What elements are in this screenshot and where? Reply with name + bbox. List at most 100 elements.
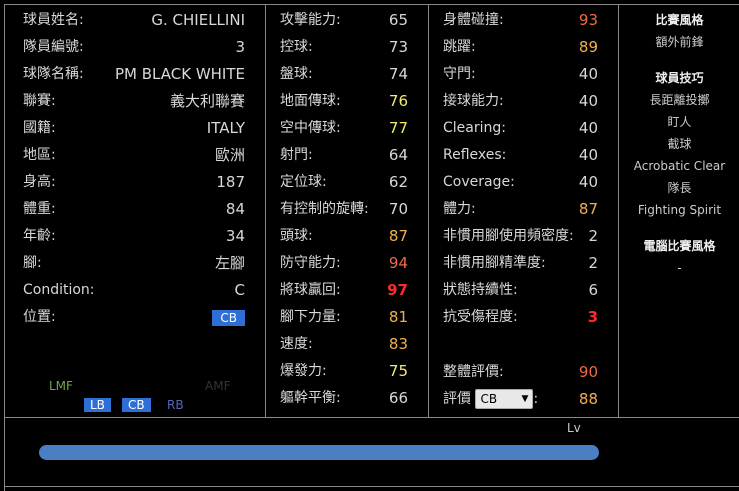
divider [5, 486, 739, 487]
stat-value: 70 [388, 200, 408, 218]
stat-row: 軀幹平衡: 66 [266, 385, 428, 412]
stat-value: G. CHIELLINI [151, 11, 245, 29]
stat-row: 抗受傷程度: 3 [429, 304, 618, 331]
stat-label: 速度: [280, 336, 313, 352]
stat-value: 3 [235, 38, 245, 56]
stat-value: 84 [225, 200, 245, 218]
stat-row: 體重: 84 [5, 196, 265, 223]
stat-row: 定位球: 62 [266, 169, 428, 196]
stat-value: 62 [388, 173, 408, 191]
stat-label: 頭球: [280, 228, 313, 244]
playing-style: 額外前鋒 [655, 35, 704, 49]
stat-label: 身體碰撞: [443, 12, 504, 28]
stat-value: 34 [225, 227, 245, 245]
position-select[interactable]: CB ▼ [475, 389, 534, 409]
overall-label: 整體評價: [443, 364, 504, 380]
stat-value: 2 [588, 254, 598, 272]
stat-row: 球隊名稱: PM BLACK WHITE [5, 61, 265, 88]
stat-label: 抗受傷程度: [443, 309, 518, 325]
player-card: 球員姓名: G. CHIELLINI 隊員編號: 3 球隊名稱: PM BLACK WHI… [4, 4, 739, 491]
stat-label: 防守能力: [280, 255, 341, 271]
stat-value: 77 [388, 119, 408, 137]
stat-value: 89 [578, 38, 598, 56]
stat-row: 地區: 歐洲 [5, 142, 265, 169]
stat-row: 腳下力量: 81 [266, 304, 428, 331]
stat-value: 2 [588, 227, 598, 245]
stat-label: 腳: [23, 255, 42, 271]
stat-value: 97 [387, 281, 408, 299]
stat-value: 40 [578, 65, 598, 83]
stat-label: 跳躍: [443, 39, 476, 55]
rating-value: 88 [578, 390, 598, 408]
level-label: Lv [567, 421, 581, 435]
stat-row: 攻擊能力: 65 [266, 7, 428, 34]
stat-label: 位置: [23, 309, 56, 325]
stat-row: 體力: 87 [429, 196, 618, 223]
stat-row: 國籍: ITALY [5, 115, 265, 142]
stat-row: 守門: 40 [429, 61, 618, 88]
stat-label: 接球能力: [443, 93, 504, 109]
stat-row: 將球贏回: 97 [266, 277, 428, 304]
stat-value: 81 [388, 308, 408, 326]
playstyle-column: 比賽風格 額外前鋒 球員技巧 長距離投擲 盯人 截球 Acrobatic Clear 隊… [619, 5, 739, 417]
position-select-value: CB [480, 392, 498, 406]
attributes-column-1: 攻擊能力: 65 控球: 73 盤球: 74 地面傳球: 76 空中傳球: 77 射門: 64 定位球:… [266, 5, 429, 417]
stat-row: 防守能力: 94 [266, 250, 428, 277]
stat-row: 空中傳球: 77 [266, 115, 428, 142]
stat-label: 空中傳球: [280, 120, 341, 136]
stat-label: Condition: [23, 282, 95, 298]
stat-value: 83 [388, 335, 408, 353]
stat-value: 73 [388, 38, 408, 56]
stat-value: 187 [216, 173, 245, 191]
skill-item: 隊長 [667, 181, 692, 195]
stat-label: 隊員編號: [23, 39, 84, 55]
position-cb: CB [122, 398, 151, 412]
stat-row: Reflexes: 40 [429, 142, 618, 169]
stat-label: 年齡: [23, 228, 56, 244]
rating-label: 評價 [443, 391, 471, 407]
attributes-column-2: 整體評價: 90 評價 CB ▼: 88 身體碰撞: 93 跳躍: 89 守門: 40 接球能… [429, 5, 619, 417]
stat-value: ITALY [206, 119, 245, 137]
skill-item: 長距離投擲 [649, 93, 710, 107]
stat-row: 頭球: 87 [266, 223, 428, 250]
stat-value: 6 [588, 281, 598, 299]
overall-rating-row: 整體評價: 90 [429, 359, 618, 386]
skill-item: Acrobatic Clear [633, 159, 726, 173]
stat-label: 聯賽: [23, 93, 56, 109]
stat-value: 64 [388, 146, 408, 164]
stat-row: 速度: 83 [266, 331, 428, 358]
stat-label: 國籍: [23, 120, 56, 136]
stat-value: 66 [388, 389, 408, 407]
stat-row: 非慣用腳精準度: 2 [429, 250, 618, 277]
stat-row: 射門: 64 [266, 142, 428, 169]
position-amf: AMF [205, 379, 231, 393]
stat-label: Reflexes: [443, 147, 507, 163]
stat-label: 狀態持續性: [443, 282, 518, 298]
stat-label: Coverage: [443, 174, 515, 190]
stat-value: PM BLACK WHITE [115, 65, 245, 83]
skill-item: 盯人 [667, 115, 692, 129]
stat-value: 76 [388, 92, 408, 110]
stat-label: 身高: [23, 174, 56, 190]
stat-row: Coverage: 40 [429, 169, 618, 196]
stat-value: CB [212, 304, 245, 331]
stat-row: 球員姓名: G. CHIELLINI [5, 7, 265, 34]
position-badge: CB [212, 310, 245, 326]
position-rating-row: 評價 CB ▼: 88 [429, 386, 618, 413]
stat-label: 軀幹平衡: [280, 390, 341, 406]
stat-value: 74 [388, 65, 408, 83]
stat-row: 跳躍: 89 [429, 34, 618, 61]
stat-label: 盤球: [280, 66, 313, 82]
stat-value: 左腳 [214, 254, 245, 272]
stat-label: 將球贏回: [280, 282, 341, 298]
stat-label: 非慣用腳精準度: [443, 255, 546, 271]
stat-value: 40 [578, 146, 598, 164]
skill-item: Fighting Spirit [637, 203, 722, 217]
skill-item: 截球 [667, 137, 692, 151]
stat-label: 定位球: [280, 174, 327, 190]
stat-row: 腳: 左腳 [5, 250, 265, 277]
level-progress-bar [39, 445, 599, 460]
stat-label: 守門: [443, 66, 476, 82]
stat-row: Clearing: 40 [429, 115, 618, 142]
stat-row: 控球: 73 [266, 34, 428, 61]
